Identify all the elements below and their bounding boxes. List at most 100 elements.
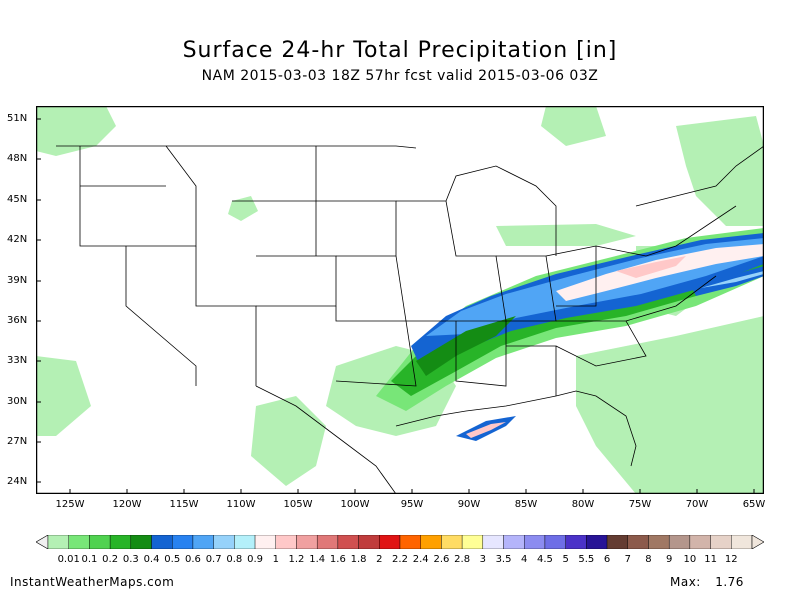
lat-label-51n: 51N [7,113,28,124]
lon-label-125w: 125W [55,499,85,510]
colorbar-label: 0.1 [81,554,98,565]
colorbar-label: 0.5 [164,554,181,565]
colorbar-swatch [358,534,380,550]
colorbar-label: 1.6 [329,554,346,565]
colorbar-swatch [689,534,711,550]
lon-label-85w: 85W [514,499,538,510]
colorbar-label: 2.2 [392,554,408,565]
colorbar-swatch [606,534,628,550]
colorbar-swatch [648,534,670,550]
colorbar-left-arrow [35,534,49,550]
colorbar-label: 0.3 [122,554,139,565]
colorbar-label: 9 [665,554,673,565]
colorbar-label: 4.5 [536,554,553,565]
colorbar-swatch [89,534,111,550]
colorbar-label: 0.8 [226,554,243,565]
lat-label-36n: 36N [7,315,28,326]
colorbar-label: 1.8 [350,554,367,565]
colorbar-swatch [482,534,504,550]
lon-label-70w: 70W [685,499,709,510]
colorbar-label: 12 [724,554,738,565]
colorbar-label: 11 [704,554,717,565]
colorbar-right-arrow [751,534,765,550]
map-subtitle: NAM 2015-03-03 18Z 57hr fcst valid 2015-… [201,68,599,84]
colorbar-label: 2.8 [454,554,471,565]
colorbar-label: 0.4 [143,554,160,565]
lon-label-95w: 95W [400,499,424,510]
colorbar-swatch [172,534,194,550]
colorbar-swatch [47,534,69,550]
colorbar-swatch [544,534,566,550]
colorbar-label: 0.9 [247,554,263,565]
lat-label-42n: 42N [7,234,28,245]
colorbar-swatch [254,534,276,550]
colorbar-label: 2.6 [433,554,450,565]
precip-colorbar [35,534,765,553]
colorbar-label: 0.7 [205,554,222,565]
precip-map [36,106,764,494]
map-title: Surface 24-hr Total Precipitation [in] [182,38,618,63]
colorbar-swatch [337,534,359,550]
lat-label-27n: 27N [7,436,28,447]
colorbar-label: 2.4 [412,554,429,565]
lon-label-105w: 105W [283,499,313,510]
colorbar-swatch [586,534,608,550]
colorbar-label: 0.2 [102,554,119,565]
colorbar-swatch [461,534,484,550]
colorbar-swatch [565,534,587,550]
colorbar-label: 5 [562,554,569,565]
colorbar-swatch [275,534,297,550]
lat-label-45n: 45N [7,194,28,205]
lat-label-39n: 39N [7,275,28,286]
colorbar-label: 1.2 [288,554,305,565]
colorbar-swatch [503,534,525,550]
colorbar-swatch [130,534,152,550]
colorbar-swatch [731,534,753,550]
colorbar-swatch [668,534,691,550]
lon-label-90w: 90W [457,499,481,510]
lon-label-115w: 115W [169,499,199,510]
lat-label-30n: 30N [7,396,28,407]
colorbar-swatch [441,534,463,550]
colorbar-swatch [710,534,732,550]
lat-label-33n: 33N [7,355,28,366]
colorbar-swatch [234,534,256,550]
colorbar-label: 3 [479,554,486,565]
colorbar-label: 7 [624,554,631,565]
colorbar-label: 8 [645,554,652,565]
colorbar-swatch [192,534,214,550]
colorbar-label: 5.5 [578,554,595,565]
lon-label-65w: 65W [742,499,766,510]
lon-label-75w: 75W [628,499,652,510]
colorbar-swatch [627,534,649,550]
colorbar-swatch [420,534,442,550]
lat-label-24n: 24N [7,476,28,487]
lat-label-48n: 48N [7,153,28,164]
colorbar-label: 4 [521,554,528,565]
colorbar-swatch [524,534,546,550]
site-credit: InstantWeatherMaps.com [10,575,175,589]
colorbar-swatch [399,534,421,550]
colorbar-swatch [316,534,339,550]
max-label: Max: [670,575,701,589]
colorbar-swatch [296,534,318,550]
lon-label-110w: 110W [226,499,256,510]
colorbar-swatch [109,534,132,550]
colorbar-label: 1 [272,554,279,565]
max-value: 1.76 [715,575,744,589]
lon-label-80w: 80W [571,499,595,510]
lon-label-120w: 120W [112,499,142,510]
colorbar-label: 0.6 [184,554,201,565]
colorbar-label: 3.5 [495,554,512,565]
lon-label-100w: 100W [340,499,370,510]
colorbar-label: 0.01 [57,554,80,565]
colorbar-swatch [151,534,173,550]
colorbar-label: 2 [376,554,383,565]
colorbar-swatch [68,534,90,550]
max-readout: Max: 1.76 [670,575,744,589]
colorbar-label: 1.4 [309,554,326,565]
colorbar-label: 6 [603,554,611,565]
colorbar-swatch [379,534,401,550]
colorbar-swatch [213,534,235,550]
colorbar-label: 10 [683,554,697,565]
